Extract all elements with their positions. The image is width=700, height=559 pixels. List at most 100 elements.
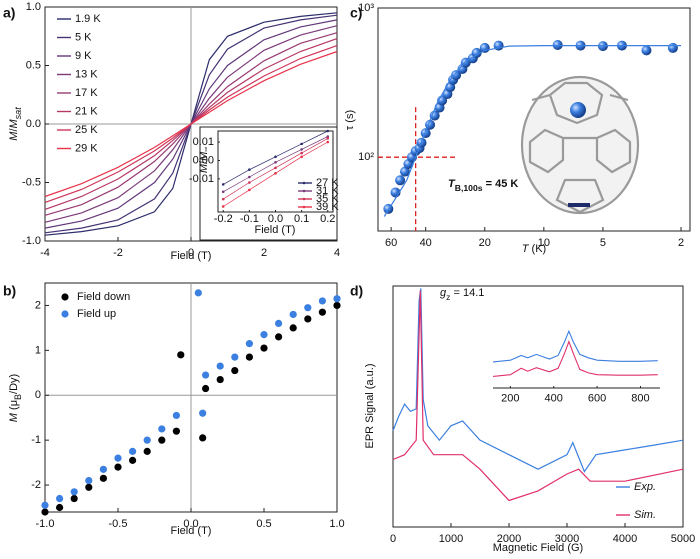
data-sphere [667, 42, 678, 53]
data-point [172, 427, 180, 435]
data-point [172, 411, 180, 420]
data-point [221, 205, 225, 208]
data-point [199, 409, 207, 417]
y-tick-label: -0.5 [22, 176, 41, 188]
label-part: EPR Signal (a.u.) [364, 364, 376, 449]
legend-label: 21 K [75, 105, 98, 117]
y-tick-label: -0.01 [189, 173, 214, 185]
legend-label: 17 K [75, 87, 98, 99]
series-line [44, 50, 338, 198]
x-tick-label: -2 [113, 247, 123, 259]
data-point [289, 310, 297, 319]
data-point [221, 183, 225, 186]
plot-frame [392, 285, 684, 528]
data-point [199, 434, 207, 442]
x-tick-label: 40 [420, 237, 432, 249]
legend-label: Field down [77, 291, 130, 303]
y-tick-label: 0 [35, 389, 41, 401]
x-tick-label: 0 [188, 247, 194, 259]
x-tick-label: 2000 [497, 533, 521, 545]
panel-label: b) [3, 283, 16, 299]
y-tick-label: 0.00 [193, 154, 214, 166]
x-tick-label: 1000 [439, 533, 463, 545]
y-axis-title: EPR Signal (a.u.) [364, 364, 376, 449]
data-point [143, 436, 151, 444]
label-part: = 14.1 [450, 287, 484, 299]
inset-x-title: Field (T) [255, 224, 296, 236]
legend-label: 39 K [316, 201, 339, 213]
data-sphere [471, 47, 482, 58]
label-part: sat [204, 146, 208, 152]
data-sphere [451, 70, 462, 81]
data-point [245, 340, 253, 348]
legend-label: Exp. [634, 481, 656, 493]
series-line [492, 340, 658, 377]
data-point [202, 384, 210, 393]
x-tick-label: 600 [588, 392, 606, 404]
data-point [129, 447, 137, 455]
data-point [216, 375, 224, 384]
data-point [99, 474, 107, 482]
y-tick-label: 1 [35, 344, 41, 356]
series-line [383, 45, 681, 217]
legend-label: 5 K [75, 31, 92, 43]
data-point [221, 190, 225, 194]
x-tick-label: -0.2 [214, 213, 233, 225]
data-point [274, 172, 277, 175]
data-point [194, 289, 202, 297]
label-part: B,100s [455, 183, 483, 193]
x-tick-label: 0 [390, 533, 396, 545]
data-point [158, 425, 166, 433]
label-part: Field (T) [171, 250, 212, 262]
data-point [318, 297, 326, 305]
data-point [231, 353, 239, 361]
data-point [326, 140, 330, 144]
label-part: Magnetic Field (G) [493, 542, 583, 554]
data-point [326, 129, 330, 133]
x-tick-label: 4 [334, 247, 340, 259]
data-point [245, 353, 253, 361]
x-tick-label: 2 [261, 247, 267, 259]
inset-y-title: M/Msat [198, 146, 210, 173]
data-point [114, 463, 122, 471]
label-part: / [198, 160, 210, 164]
data-point [143, 447, 151, 455]
data-point [300, 155, 303, 159]
data-point [333, 295, 341, 303]
label-part: M [8, 131, 20, 141]
x-axis-title: T (K) [522, 243, 546, 255]
data-point [177, 351, 185, 359]
label-part: T [448, 178, 456, 190]
y-tick-label: -1.0 [22, 235, 41, 247]
legend-label: 27 K [316, 177, 339, 189]
x-tick-label: 400 [545, 392, 563, 404]
data-point [114, 454, 122, 462]
data-point [129, 456, 137, 464]
data-point [158, 436, 166, 444]
legend-marker [61, 310, 69, 318]
legend-label: 35 K [316, 193, 339, 205]
y-tick-label: 0.0 [26, 118, 41, 130]
data-point [202, 371, 210, 379]
label-part: Field (T) [255, 224, 296, 236]
data-point [274, 166, 277, 170]
data-point [248, 188, 251, 192]
y-tick-label: 10³ [358, 2, 374, 14]
data-point [99, 465, 107, 473]
label-part: / [8, 128, 20, 132]
y-tick-label: 2 [35, 299, 41, 311]
data-point [274, 160, 277, 164]
data-point [41, 501, 49, 509]
label-part: M [198, 151, 210, 161]
data-point [248, 175, 251, 179]
x-tick-label: 200 [501, 392, 519, 404]
data-point [70, 488, 78, 496]
data-point [41, 508, 49, 516]
x-axis-title: Field (T) [171, 250, 212, 262]
data-point [300, 151, 303, 155]
data-sphere [479, 42, 490, 53]
data-point [85, 476, 93, 485]
label-part: τ (s) [344, 110, 356, 130]
x-tick-label: 0.2 [320, 213, 335, 225]
